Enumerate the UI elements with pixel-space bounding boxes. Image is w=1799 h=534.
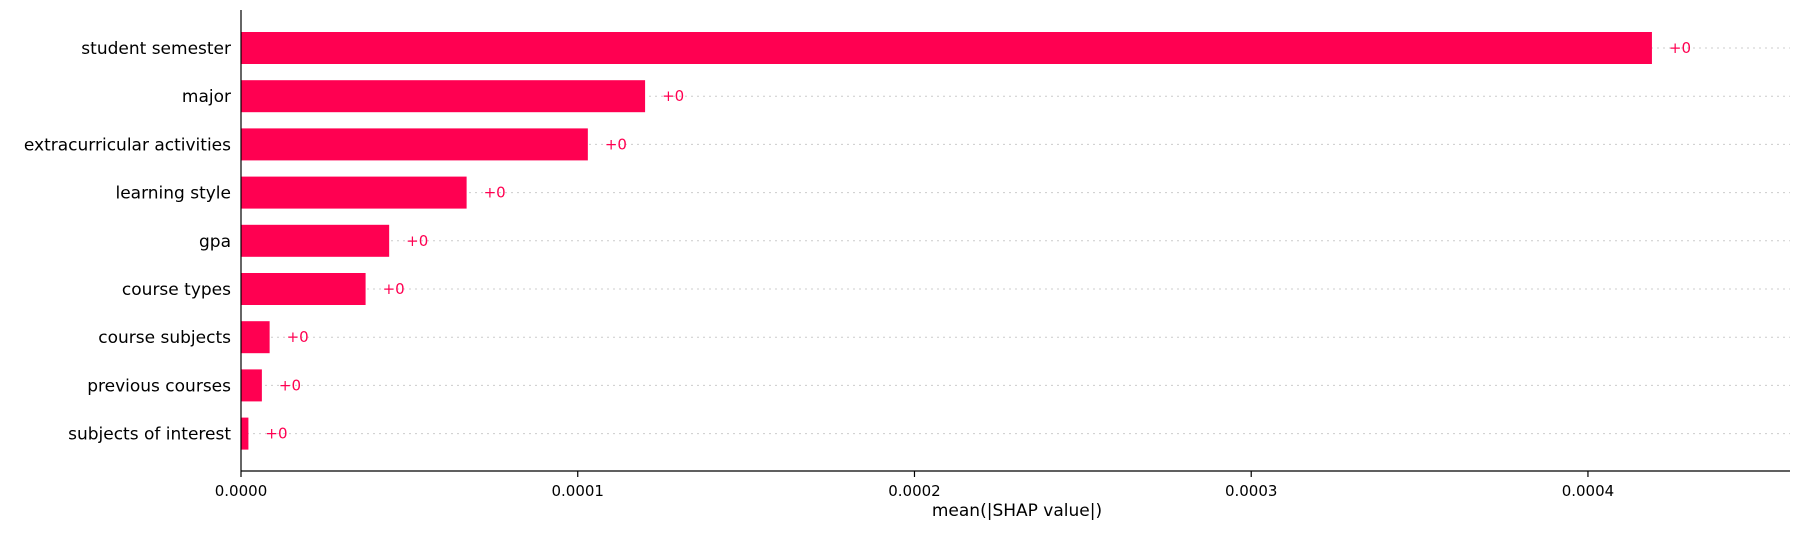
bar (241, 417, 249, 450)
data-label: +0 (279, 376, 301, 394)
category-label: course types (122, 280, 231, 300)
data-label: +0 (662, 87, 684, 105)
data-label: +0 (383, 280, 405, 298)
x-tick-label: 0.0001 (551, 482, 604, 500)
data-labels: +0 +0 +0 +0 +0 +0 +0 +0 +0 (265, 39, 1691, 443)
bar (241, 128, 588, 161)
x-axis-label: mean(|SHAP value|) (932, 501, 1102, 521)
category-label: course subjects (98, 328, 231, 348)
x-tick-label: 0.0002 (888, 482, 941, 500)
category-label: student semester (81, 39, 231, 59)
bar (241, 369, 262, 402)
x-tick-label: 0.0000 (215, 482, 268, 500)
data-label: +0 (484, 184, 506, 202)
data-label: +0 (406, 232, 428, 250)
category-label: previous courses (87, 376, 231, 396)
bar (241, 321, 270, 354)
x-tick-label: 0.0003 (1225, 482, 1278, 500)
category-label: subjects of interest (68, 425, 231, 445)
category-label: learning style (115, 184, 231, 204)
bars (241, 32, 1652, 450)
bar (241, 32, 1652, 64)
data-label: +0 (265, 425, 287, 443)
data-label: +0 (605, 135, 627, 153)
x-tick-label: 0.0004 (1562, 482, 1615, 500)
category-label: major (182, 87, 231, 107)
bar (241, 273, 366, 305)
data-label: +0 (287, 328, 309, 346)
x-ticks: 0.0000 0.0001 0.0002 0.0003 0.0004 (215, 471, 1614, 500)
category-labels: student semester major extracurricular act… (24, 39, 231, 445)
bar (241, 80, 646, 113)
category-label: gpa (199, 232, 231, 252)
category-label: extracurricular activities (24, 135, 231, 155)
data-label: +0 (1669, 39, 1691, 57)
bar (241, 224, 390, 257)
axes (240, 10, 1790, 472)
bar (241, 176, 467, 209)
